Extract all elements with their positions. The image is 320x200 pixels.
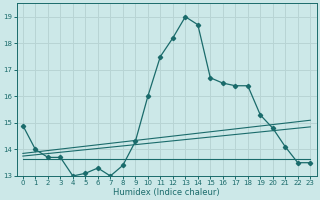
X-axis label: Humidex (Indice chaleur): Humidex (Indice chaleur) [113, 188, 220, 197]
